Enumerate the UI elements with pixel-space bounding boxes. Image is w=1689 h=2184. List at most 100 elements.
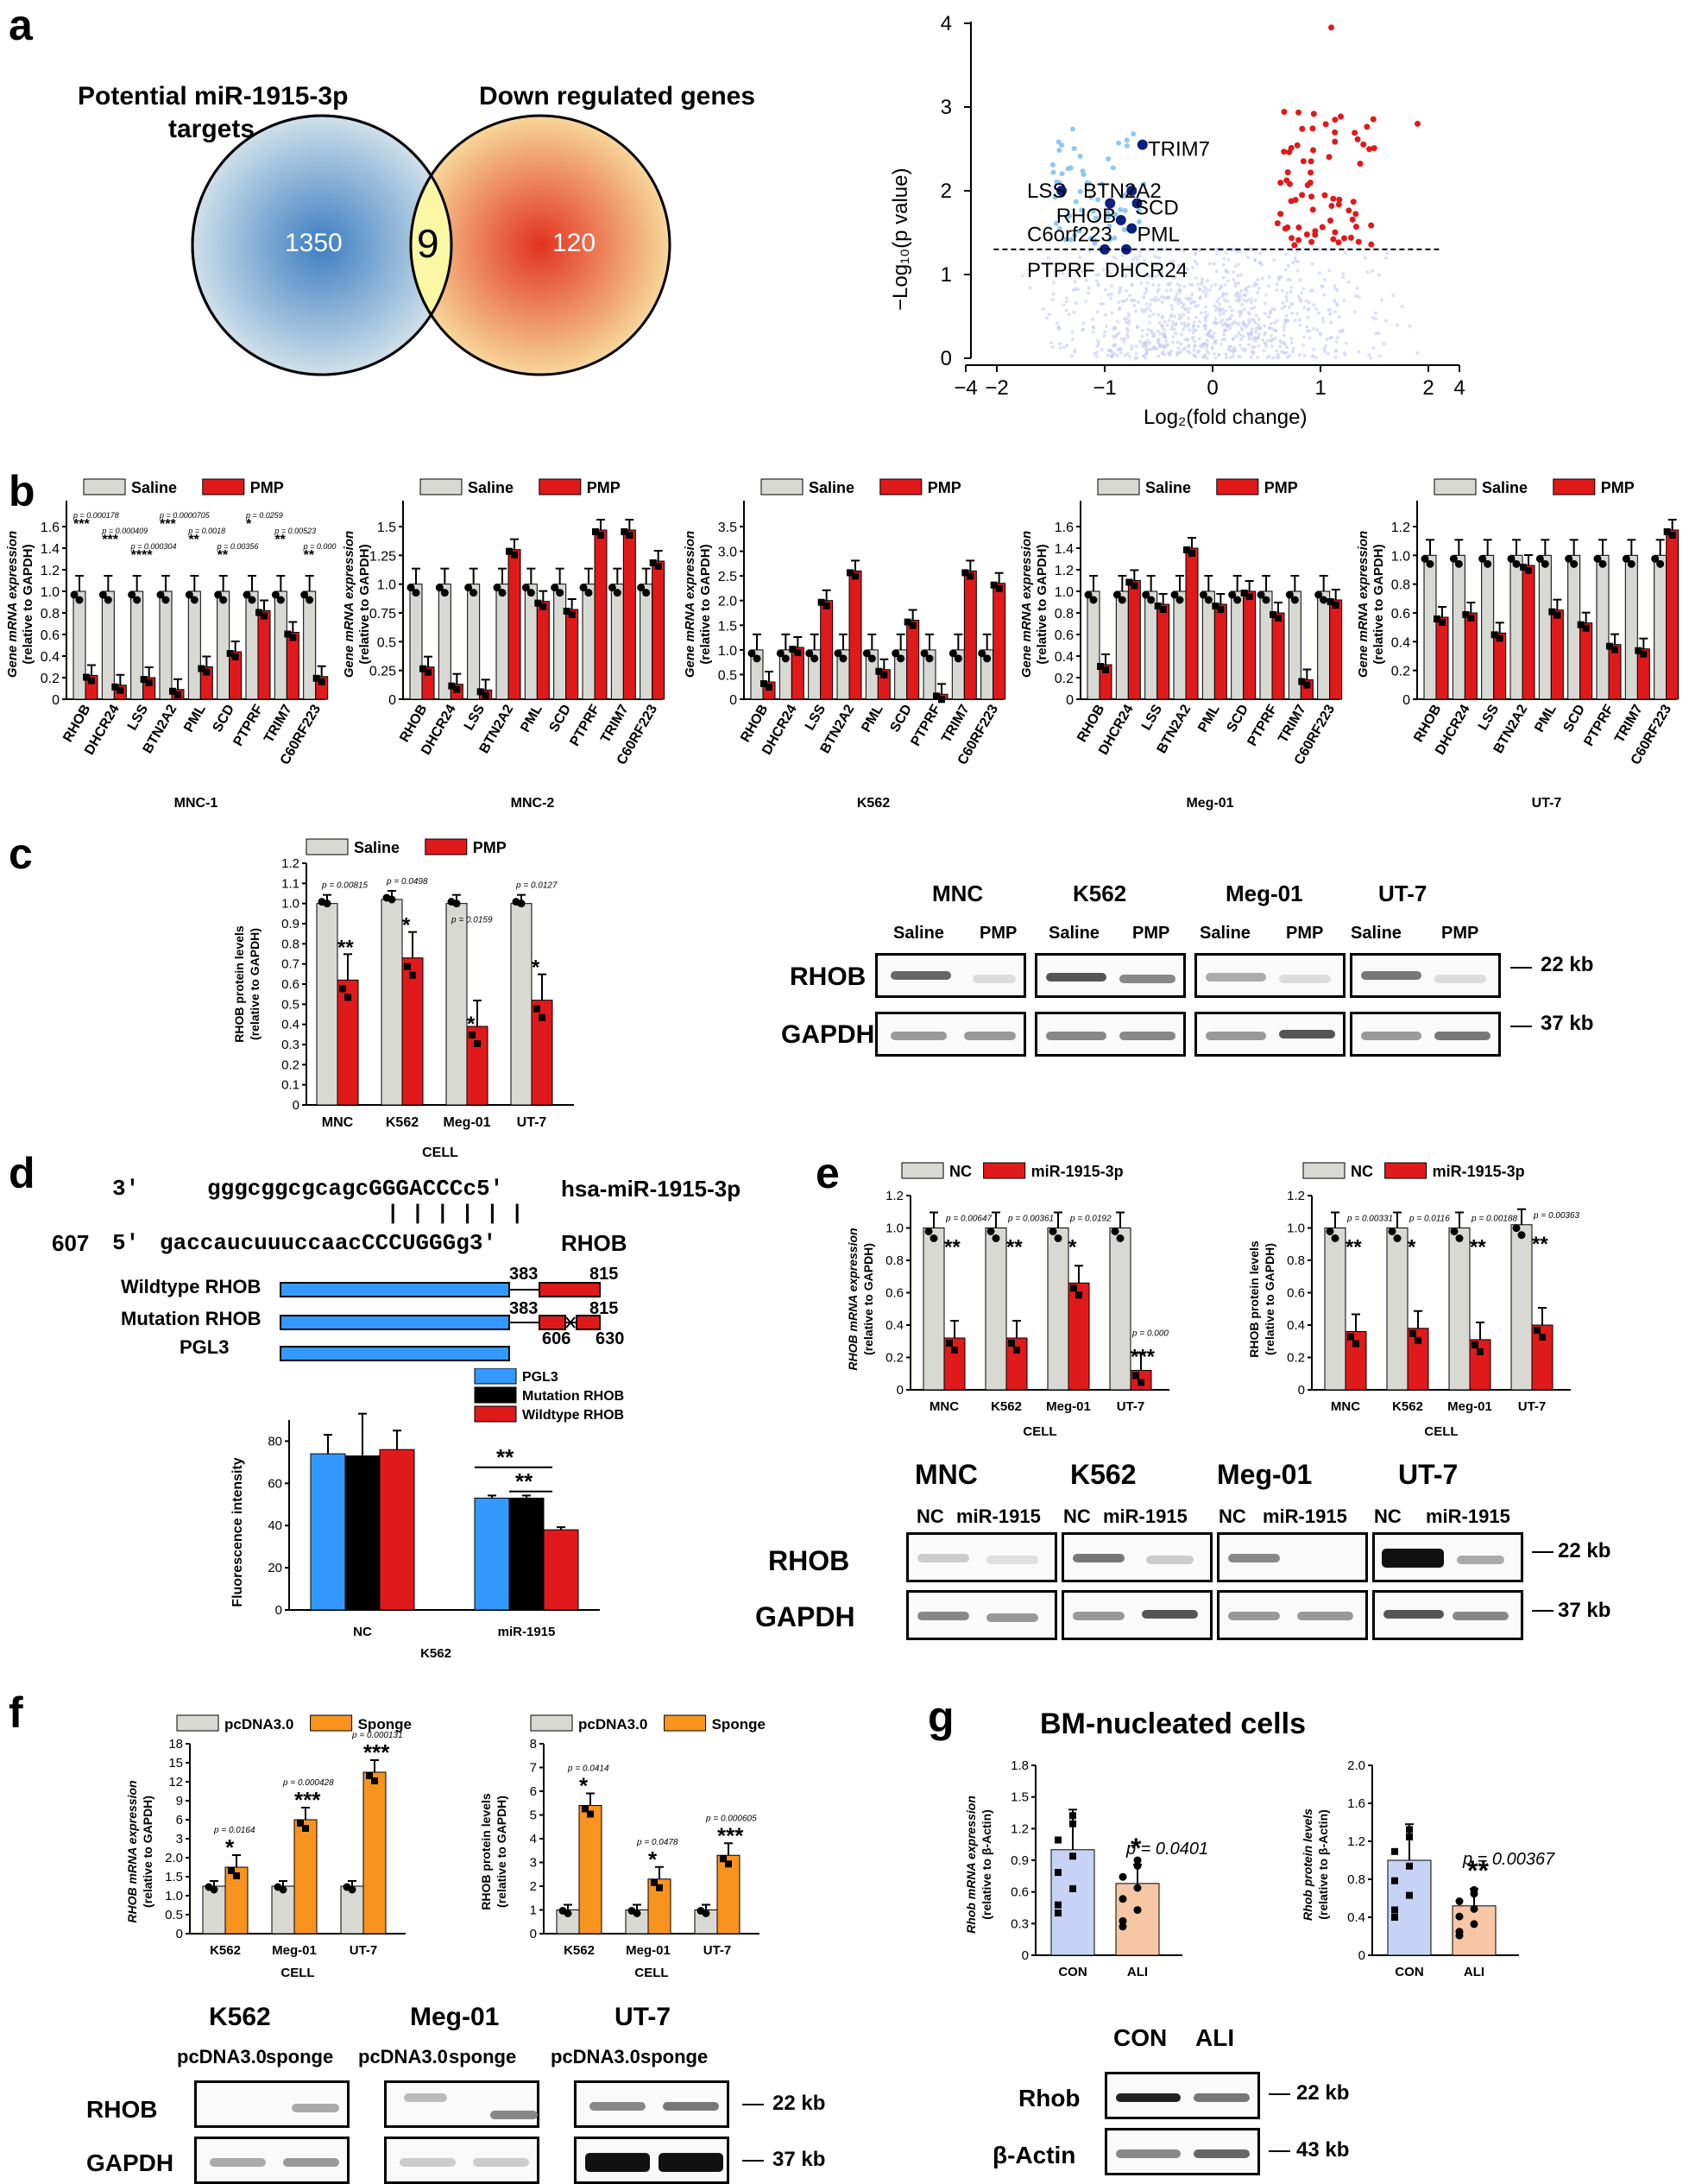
data-point	[1455, 1928, 1464, 1936]
volcano-down-point	[1141, 181, 1147, 187]
legend-label: NC	[949, 1163, 972, 1180]
volcano-bg-point	[1247, 335, 1251, 339]
pmp-bar	[594, 529, 608, 700]
pmp-bar	[1435, 616, 1449, 700]
data-point	[1133, 1856, 1142, 1865]
y-tick-label: 1.4	[41, 542, 60, 557]
volcano-up-point	[1352, 129, 1358, 136]
volcano-bg-point	[1328, 312, 1333, 316]
gene-label: PML	[859, 702, 886, 735]
p-value: p = 0.0127	[515, 881, 558, 891]
volcano-bg-point	[1109, 272, 1113, 276]
volcano-bg-point	[1201, 355, 1205, 359]
data-point	[862, 649, 871, 658]
data-point	[1326, 1228, 1334, 1235]
y-axis-label: (relative to GAPDH)	[698, 544, 713, 664]
luciferase-bar	[379, 1449, 415, 1611]
volcano-bg-point	[1192, 324, 1196, 328]
y-axis-label: (relative to β-Actin)	[980, 1809, 993, 1920]
legend-label: Sponge	[712, 1716, 766, 1733]
volcano-bg-point	[1232, 320, 1236, 325]
y-tick-label: 0	[1022, 1948, 1029, 1963]
y-tick-label: 0.8	[1347, 1872, 1365, 1887]
volcano-bg-point	[1221, 275, 1226, 280]
volcano-bg-point	[1125, 332, 1130, 337]
volcano-bg-point	[1205, 338, 1209, 343]
saline-bar	[610, 584, 624, 700]
y-tick-label: 2.0	[1347, 1758, 1365, 1773]
volcano-bg-point	[1253, 298, 1257, 302]
panel-e-western-blot: MNC K562 Meg-01 UT-7 NC miR-1915 NC miR-…	[747, 1459, 1653, 1657]
chart-title: UT-7	[1532, 796, 1562, 811]
volcano-bg-point	[1163, 295, 1167, 300]
y-tick-label: 1.2	[1011, 1821, 1029, 1836]
volcano-gene-label: SCD	[1135, 196, 1179, 219]
volcano-bg-point	[1265, 356, 1270, 360]
gene-label: SCD	[888, 703, 916, 735]
volcano-bg-point	[1333, 355, 1338, 359]
x-tick-label: Meg-01	[626, 1943, 671, 1958]
venn-left-title-2: targets	[168, 115, 255, 143]
data-point	[1183, 546, 1190, 553]
data-point	[312, 674, 320, 682]
volcano-bg-point	[1148, 341, 1152, 345]
blot-g-size-22: 22 kb	[1296, 2081, 1350, 2105]
y-tick-label: 0.4	[1055, 650, 1074, 665]
volcano-bg-point	[1197, 287, 1201, 291]
control-bar	[271, 1885, 295, 1935]
p-value: p = 0.00363	[1533, 1211, 1580, 1221]
volcano-bg-point	[1377, 354, 1382, 358]
data-point	[1606, 642, 1613, 650]
data-point	[1142, 590, 1150, 599]
data-point	[608, 584, 616, 592]
pmp-bar	[507, 549, 521, 700]
data-point	[1548, 608, 1556, 615]
volcano-up-point	[1330, 236, 1337, 243]
volcano-bg-point	[1215, 252, 1219, 256]
legend-label: PMP	[473, 839, 507, 856]
blot-c-gapdh-box	[1035, 1012, 1186, 1057]
p-value: p = 0.00647	[945, 1215, 993, 1224]
data-point	[1640, 650, 1648, 658]
legend-swatch	[760, 478, 804, 496]
data-point	[1406, 1862, 1413, 1870]
blot-f-rhob-box	[574, 2080, 729, 2128]
blot-c-row-gapdh: GAPDH	[781, 1020, 875, 1049]
legend-swatch	[83, 478, 126, 496]
volcano-bg-point	[1221, 262, 1226, 267]
volcano-bg-point	[1207, 262, 1212, 266]
volcano-bg-point	[1150, 264, 1154, 268]
volcano-bg-point	[1242, 298, 1246, 302]
volcano-bg-point	[1145, 332, 1150, 337]
volcano-bg-point	[1224, 269, 1228, 274]
volcano-bg-point	[1186, 316, 1190, 320]
significance-stars: *	[532, 956, 540, 980]
volcano-up-point	[1332, 117, 1339, 123]
y-axis-label: Gene mRNA expression	[5, 531, 20, 678]
data-point	[493, 584, 501, 592]
y-tick-label: 5	[530, 1808, 537, 1823]
volcano-bg-point	[1057, 342, 1062, 346]
volcano-bg-point	[1186, 338, 1190, 342]
volcano-bg-point	[1204, 319, 1208, 323]
volcano-bg-point	[1178, 284, 1182, 288]
volcano-bg-point	[1250, 306, 1254, 311]
panel-g-title: BM-nucleated cells	[1040, 1707, 1306, 1740]
volcano-bg-point	[1391, 294, 1396, 298]
gene-label: LSS	[125, 702, 151, 733]
data-point	[344, 994, 351, 1001]
saline-bar	[438, 584, 451, 700]
volcano-bg-point	[1205, 343, 1209, 347]
data-point	[649, 559, 657, 566]
volcano-bg-point	[1365, 270, 1370, 275]
volcano-down-point	[1124, 142, 1130, 148]
data-point	[1055, 1869, 1062, 1877]
volcano-bg-point	[1284, 295, 1289, 300]
volcano-bg-point	[1283, 333, 1287, 338]
volcano-bg-point	[1288, 353, 1292, 357]
volcano-bg-point	[1064, 308, 1068, 312]
volcano-bg-point	[1115, 354, 1119, 358]
